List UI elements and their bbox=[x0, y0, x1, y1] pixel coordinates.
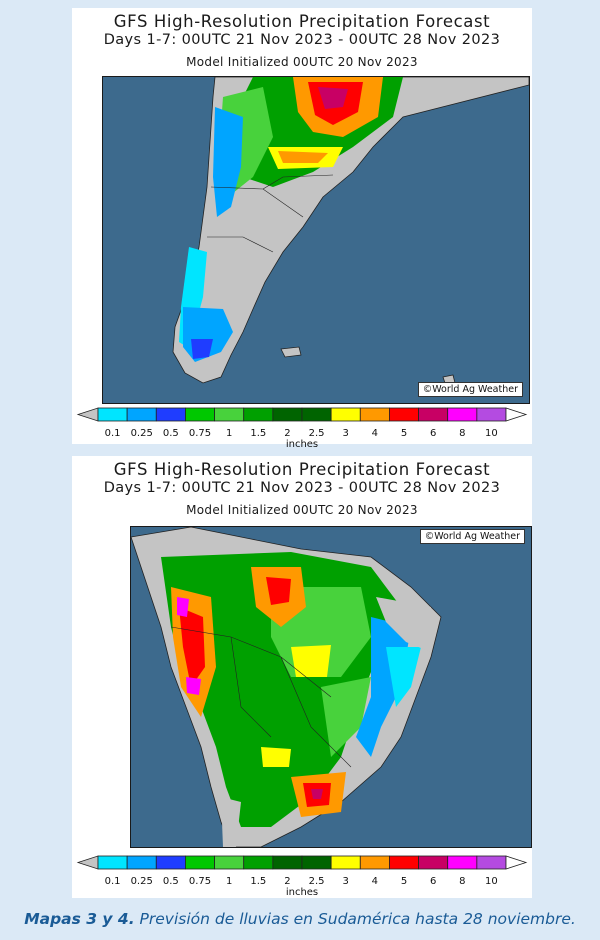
legend-swatch bbox=[185, 855, 215, 870]
legend-tick-label: 2.5 bbox=[308, 428, 325, 439]
legend-tick-label: 10 bbox=[485, 876, 498, 887]
legend-swatch bbox=[447, 855, 478, 870]
legend-tick-label: 6 bbox=[429, 428, 437, 439]
legend-swatch bbox=[214, 855, 245, 870]
precipitation-map-south: ©World Ag Weather bbox=[102, 76, 530, 404]
map-initialized: Model Initialized 00UTC 20 Nov 2023 bbox=[186, 503, 418, 517]
map-initialized: Model Initialized 00UTC 20 Nov 2023 bbox=[186, 55, 418, 69]
legend-swatch bbox=[389, 407, 419, 422]
caption-text: Previsión de lluvias en Sudamérica hasta… bbox=[139, 910, 576, 928]
legend-colorbar bbox=[76, 407, 528, 422]
legend-swatch bbox=[155, 855, 186, 870]
legend-tick-label: 0.1 bbox=[104, 876, 121, 887]
legend-arrow-low bbox=[76, 855, 99, 870]
legend-swatch bbox=[476, 407, 507, 422]
legend-tick-label: 0.1 bbox=[104, 428, 121, 439]
legend-tick-label: 3 bbox=[342, 428, 349, 439]
legend-tick-label: 0.25 bbox=[130, 428, 153, 439]
legend-swatch bbox=[359, 855, 390, 870]
legend-arrow-low bbox=[76, 407, 99, 422]
legend-swatch bbox=[418, 855, 449, 870]
figure-caption: Mapas 3 y 4. Previsión de lluvias en Sud… bbox=[0, 910, 600, 928]
legend-tick-label: 5 bbox=[400, 428, 408, 439]
legend-swatch bbox=[330, 855, 361, 870]
legend-tick-label: 3 bbox=[342, 876, 349, 887]
precipitation-map-north: ©World Ag Weather bbox=[130, 526, 532, 848]
map-period: Days 1-7: 00UTC 21 Nov 2023 - 00UTC 28 N… bbox=[103, 480, 501, 496]
map-title: GFS High-Resolution Precipitation Foreca… bbox=[113, 460, 491, 479]
legend-swatch bbox=[359, 407, 390, 422]
legend-tick-label: 0.5 bbox=[162, 876, 179, 887]
legend-tick-label: 4 bbox=[371, 428, 379, 439]
forecast-map-panel-south: GFS High-Resolution Precipitation Foreca… bbox=[72, 8, 532, 450]
legend-swatch bbox=[272, 855, 303, 870]
legend-tick-label: 1.5 bbox=[250, 428, 267, 439]
legend-tick-label: 1 bbox=[225, 876, 233, 887]
legend-tick-label: 5 bbox=[400, 876, 408, 887]
legend-swatch bbox=[155, 407, 186, 422]
legend-tick-label: 2.5 bbox=[308, 876, 325, 887]
legend-tick-label: 0.5 bbox=[162, 428, 179, 439]
legend-swatch bbox=[389, 855, 419, 870]
map-title: GFS High-Resolution Precipitation Foreca… bbox=[113, 12, 491, 31]
legend-swatch bbox=[185, 407, 215, 422]
legend-tick-label: 1 bbox=[225, 428, 233, 439]
legend-tick-label: 6 bbox=[429, 876, 437, 887]
legend-tick-label: 0.25 bbox=[130, 876, 153, 887]
legend-swatch bbox=[272, 407, 303, 422]
legend-swatch bbox=[126, 407, 157, 422]
legend-swatch bbox=[243, 407, 274, 422]
legend-swatch bbox=[214, 407, 245, 422]
legend-swatch bbox=[243, 855, 274, 870]
legend-tick-label: 2 bbox=[284, 876, 291, 887]
legend-tick-label: 10 bbox=[485, 428, 498, 439]
legend-tick-label: 1.5 bbox=[250, 876, 267, 887]
legend-arrow-high bbox=[505, 407, 528, 422]
map-graphic bbox=[172, 77, 529, 384]
legend-swatch bbox=[301, 855, 332, 870]
legend-units-label: inches bbox=[285, 887, 319, 898]
legend-swatch bbox=[126, 855, 157, 870]
forecast-map-panel-north: GFS High-Resolution Precipitation Foreca… bbox=[72, 456, 532, 898]
legend-swatch bbox=[476, 855, 507, 870]
map-period: Days 1-7: 00UTC 21 Nov 2023 - 00UTC 28 N… bbox=[103, 32, 501, 48]
credit-label: ©World Ag Weather bbox=[419, 529, 525, 544]
legend-swatch bbox=[418, 407, 449, 422]
legend-tick-label: 0.75 bbox=[188, 876, 212, 887]
legend-swatch bbox=[330, 407, 361, 422]
legend-colorbar bbox=[76, 855, 528, 870]
legend-swatch bbox=[97, 855, 128, 870]
legend-tick-label: 8 bbox=[459, 428, 466, 439]
legend-units-label: inches bbox=[285, 439, 319, 450]
legend-swatch bbox=[301, 407, 332, 422]
credit-label: ©World Ag Weather bbox=[417, 382, 523, 397]
legend-swatch bbox=[447, 407, 478, 422]
precipitation-legend: 0.1 0.25 0.5 0.75 1 1.5 2 2.5 3 4 5 6 8 10 inches bbox=[72, 404, 532, 454]
legend-tick-label: 4 bbox=[371, 876, 379, 887]
legend-swatch bbox=[97, 407, 128, 422]
legend-tick-label: 2 bbox=[284, 428, 291, 439]
legend-tick-label: 8 bbox=[459, 876, 466, 887]
caption-bold: Mapas 3 y 4. bbox=[24, 910, 135, 928]
map-graphic bbox=[131, 527, 442, 847]
legend-tick-label: 0.75 bbox=[188, 428, 212, 439]
legend-arrow-high bbox=[505, 855, 528, 870]
precipitation-legend: 0.1 0.25 0.5 0.75 1 1.5 2 2.5 3 4 5 6 8 10 inches bbox=[72, 852, 532, 902]
